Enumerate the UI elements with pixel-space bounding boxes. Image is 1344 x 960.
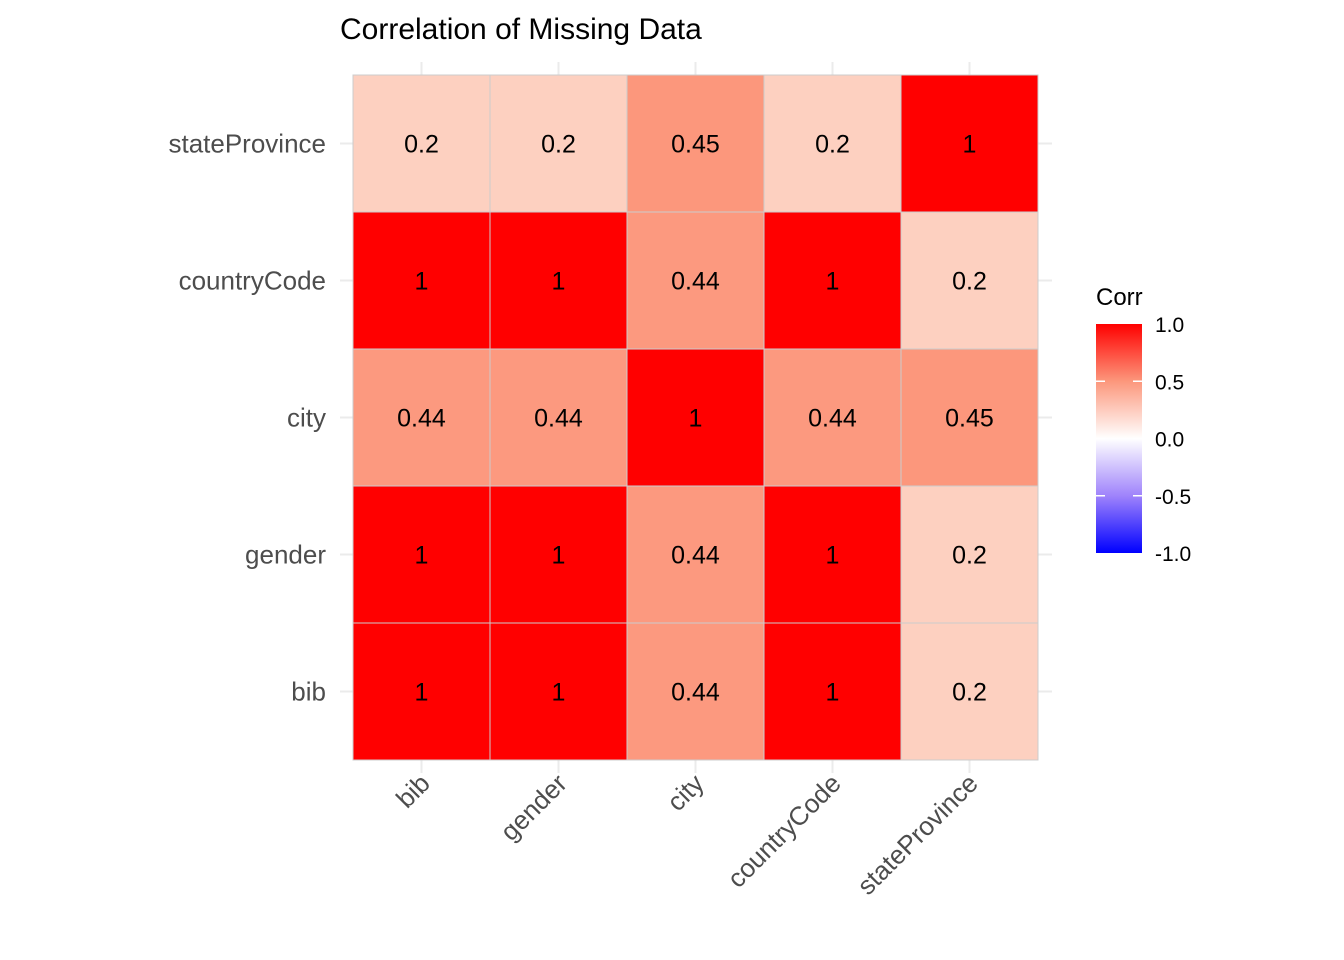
chart-title: Correlation of Missing Data [340, 13, 702, 46]
cell-value-label: 0.2 [815, 131, 850, 159]
x-tick-label: bib [390, 768, 436, 814]
cell-value-label: 0.44 [534, 405, 583, 433]
cell-value-label: 1 [963, 131, 977, 159]
heatmap-tile [352, 74, 491, 213]
heatmap-tile [900, 622, 1039, 761]
legend: Corr 1.0 0.5 0.0 -0.5 -1.0 [1096, 284, 1191, 566]
cell-value-label: 0.2 [952, 679, 987, 707]
cell-value-label: 1 [552, 679, 566, 707]
legend-tick-label: -1.0 [1155, 543, 1191, 566]
cell-value-label: 1 [552, 542, 566, 570]
cell-value-label: 1 [415, 679, 429, 707]
y-tick-label: countryCode [179, 266, 326, 296]
cell-labels: 1 1 0.44 1 0.2 1 1 0.44 1 0.2 0.44 0.44 1 0.44 0.45 1 1 0… [397, 131, 994, 707]
cell-value-label: 0.44 [671, 268, 720, 296]
heatmap-tile [900, 485, 1039, 624]
cell-value-label: 1 [689, 405, 703, 433]
cell-value-label: 0.2 [404, 131, 439, 159]
heatmap-tile [489, 74, 628, 213]
cell-value-label: 0.45 [945, 405, 994, 433]
legend-tick-label: -0.5 [1155, 486, 1191, 509]
y-tick-label: gender [245, 540, 326, 570]
cell-value-label: 1 [826, 542, 840, 570]
heatmap-tile [352, 348, 491, 487]
tiles [352, 74, 1039, 761]
heatmap-tile [352, 211, 491, 350]
heatmap-tile [900, 211, 1039, 350]
legend-title: Corr [1096, 284, 1143, 311]
heatmap-tile [626, 348, 765, 487]
y-tick-label: bib [291, 677, 326, 707]
heatmap-tile [626, 622, 765, 761]
heatmap-tile [489, 348, 628, 487]
cell-value-label: 0.2 [952, 542, 987, 570]
heatmap-tile [763, 211, 902, 350]
heatmap-tile [626, 485, 765, 624]
heatmap-tile [626, 74, 765, 213]
cell-value-label: 1 [415, 542, 429, 570]
x-axis: bib gender city countryCode stateProvince [390, 768, 984, 901]
x-tick-label: countryCode [721, 768, 846, 893]
cell-value-label: 0.45 [671, 131, 720, 159]
cell-value-label: 0.2 [952, 268, 987, 296]
legend-tick-label: 0.5 [1155, 371, 1184, 394]
y-tick-label: city [287, 403, 326, 433]
cell-value-label: 1 [552, 268, 566, 296]
x-tick-label: stateProvince [851, 768, 984, 901]
x-tick-label: city [661, 768, 710, 817]
heatmap-tile [900, 74, 1039, 213]
cell-value-label: 1 [826, 268, 840, 296]
legend-tick-label: 0.0 [1155, 429, 1184, 452]
heatmap-tile [489, 211, 628, 350]
y-axis: bib gender city countryCode stateProvince [168, 129, 326, 707]
cell-value-label: 0.44 [671, 679, 720, 707]
heatmap-tile [763, 74, 902, 213]
cell-value-label: 1 [415, 268, 429, 296]
cell-value-label: 0.2 [541, 131, 576, 159]
cell-value-label: 0.44 [808, 405, 857, 433]
legend-tick-label: 1.0 [1155, 314, 1184, 337]
cell-value-label: 1 [826, 679, 840, 707]
heatmap-tile [763, 622, 902, 761]
y-tick-label: stateProvince [168, 129, 326, 159]
heatmap-tile [489, 622, 628, 761]
heatmap-tile [489, 485, 628, 624]
x-tick-label: gender [494, 768, 573, 847]
heatmap-tile [352, 485, 491, 624]
heatmap-tile [763, 485, 902, 624]
cell-value-label: 0.44 [397, 405, 446, 433]
cell-value-label: 0.44 [671, 542, 720, 570]
